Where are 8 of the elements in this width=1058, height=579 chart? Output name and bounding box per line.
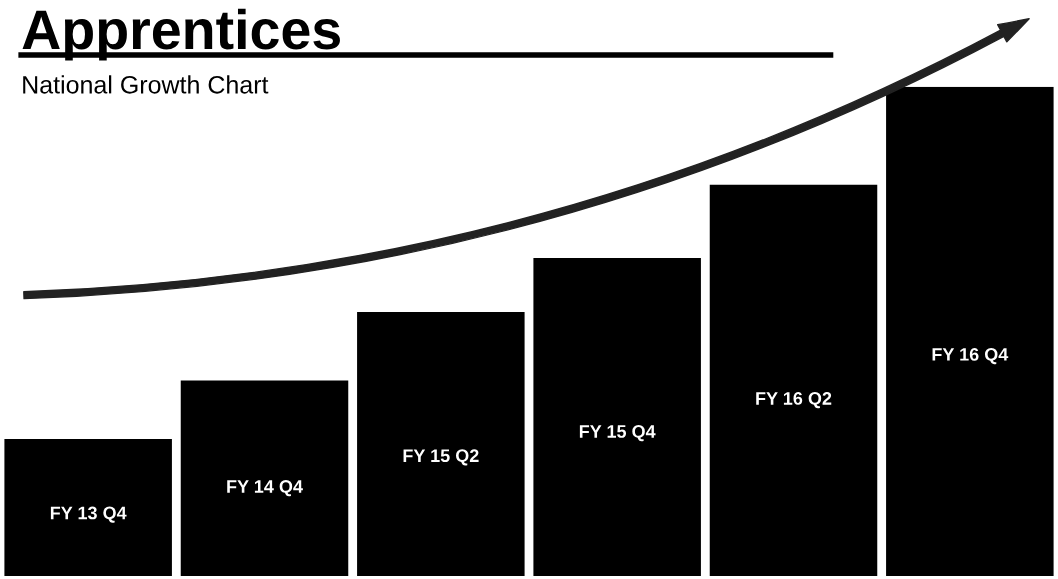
x-tick-label: FY 16 Q4 <box>932 348 1009 365</box>
chart-subtitle: National Growth Chart <box>23 75 269 94</box>
x-tick-label: FY 13 Q4 <box>50 506 127 523</box>
x-tick-label: FY 15 Q4 <box>579 425 656 442</box>
x-tick-label: FY 16 Q2 <box>756 392 832 409</box>
x-tick-label: FY 14 Q4 <box>227 480 303 497</box>
x-tick-label: FY 15 Q2 <box>403 449 479 466</box>
chart-title: Apprentices <box>22 8 340 61</box>
